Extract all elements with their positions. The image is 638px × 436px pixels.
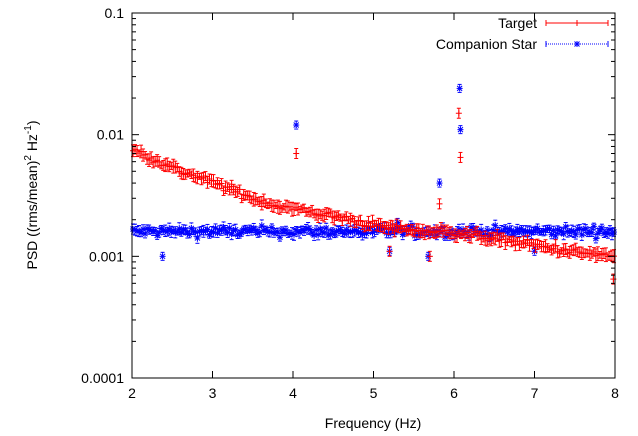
- target-point: [393, 222, 400, 229]
- legend-swatch-companion-star: [545, 41, 609, 47]
- data-layer: [130, 83, 617, 285]
- companion-point: [293, 122, 300, 129]
- companion-errorbar: [167, 222, 172, 236]
- companion-errorbar: [529, 226, 534, 240]
- companion-point: [598, 225, 605, 232]
- x-tick-label: 3: [209, 385, 217, 401]
- x-tick-label: 7: [531, 385, 539, 401]
- target-point: [301, 204, 308, 211]
- target-point: [386, 248, 393, 255]
- y-tick-label: 0.001: [89, 248, 124, 264]
- companion-errorbar: [201, 224, 206, 238]
- x-tick-label: 8: [611, 385, 619, 401]
- companion-point: [394, 219, 401, 226]
- y-axis-label: PSD ((rms/mean)2 Hz-1): [23, 120, 40, 269]
- companion-point: [321, 229, 328, 236]
- x-tick-label: 2: [128, 385, 136, 401]
- companion-point: [456, 85, 463, 92]
- companion-point: [276, 234, 283, 241]
- companion-point: [436, 180, 443, 187]
- target-point: [457, 154, 464, 161]
- target-point: [202, 173, 209, 180]
- companion-errorbar: [334, 225, 339, 238]
- companion-point: [457, 126, 464, 133]
- companion-point: [552, 232, 559, 239]
- target-point: [436, 200, 443, 207]
- ticks-layer: 2 3 4 5 6 7 8 0.0001 0.001 0.01 0.1: [81, 5, 619, 401]
- x-tick-label: 6: [450, 385, 458, 401]
- target-point: [562, 246, 569, 253]
- target-point: [236, 186, 243, 193]
- target-point: [357, 217, 364, 224]
- y-tick-label: 0.01: [97, 127, 124, 143]
- y-axis-label-sup1: 2: [23, 155, 34, 161]
- legend: Target Companion Star: [436, 15, 609, 52]
- y-axis-label-base: PSD ((rms/mean): [24, 161, 40, 270]
- companion-point: [214, 230, 221, 237]
- companion-errorbar: [591, 222, 596, 231]
- companion-errorbar: [581, 223, 586, 236]
- y-tick-label: 0.1: [105, 5, 125, 21]
- target-point: [426, 253, 433, 260]
- companion-errorbar: [565, 225, 570, 238]
- y-axis-label-end: ): [24, 120, 40, 125]
- companion-errorbar: [231, 224, 236, 237]
- companion-point: [159, 253, 166, 260]
- companion-errorbar: [241, 225, 246, 234]
- target-point: [455, 110, 462, 117]
- target-point: [218, 180, 225, 187]
- companion-errorbar: [306, 222, 311, 235]
- legend-label-companion-star: Companion Star: [436, 36, 538, 52]
- companion-point: [323, 225, 330, 232]
- companion-point: [590, 223, 597, 230]
- companion-point: [588, 229, 595, 236]
- legend-label-target: Target: [498, 15, 537, 31]
- y-tick-label: 0.0001: [81, 370, 124, 386]
- companion-point: [192, 229, 199, 236]
- x-tick-label: 4: [289, 385, 297, 401]
- legend-swatch-target: [545, 20, 609, 26]
- companion-errorbar: [553, 232, 558, 240]
- target-point: [293, 150, 300, 157]
- companion-errorbar: [133, 223, 138, 236]
- x-axis-label: Frequency (Hz): [325, 415, 421, 431]
- companion-errorbar: [569, 224, 574, 237]
- companion-errorbar: [609, 227, 614, 241]
- y-axis-label-sup2: -1: [23, 125, 34, 134]
- companion-point: [186, 231, 193, 238]
- companion-errorbar: [221, 221, 226, 234]
- y-axis-label-mid: Hz: [24, 134, 40, 155]
- plot-frame: [131, 12, 616, 379]
- companion-point: [610, 229, 617, 236]
- x-tick-label: 5: [370, 385, 378, 401]
- companion-errorbar: [169, 225, 174, 238]
- target-point: [411, 230, 418, 237]
